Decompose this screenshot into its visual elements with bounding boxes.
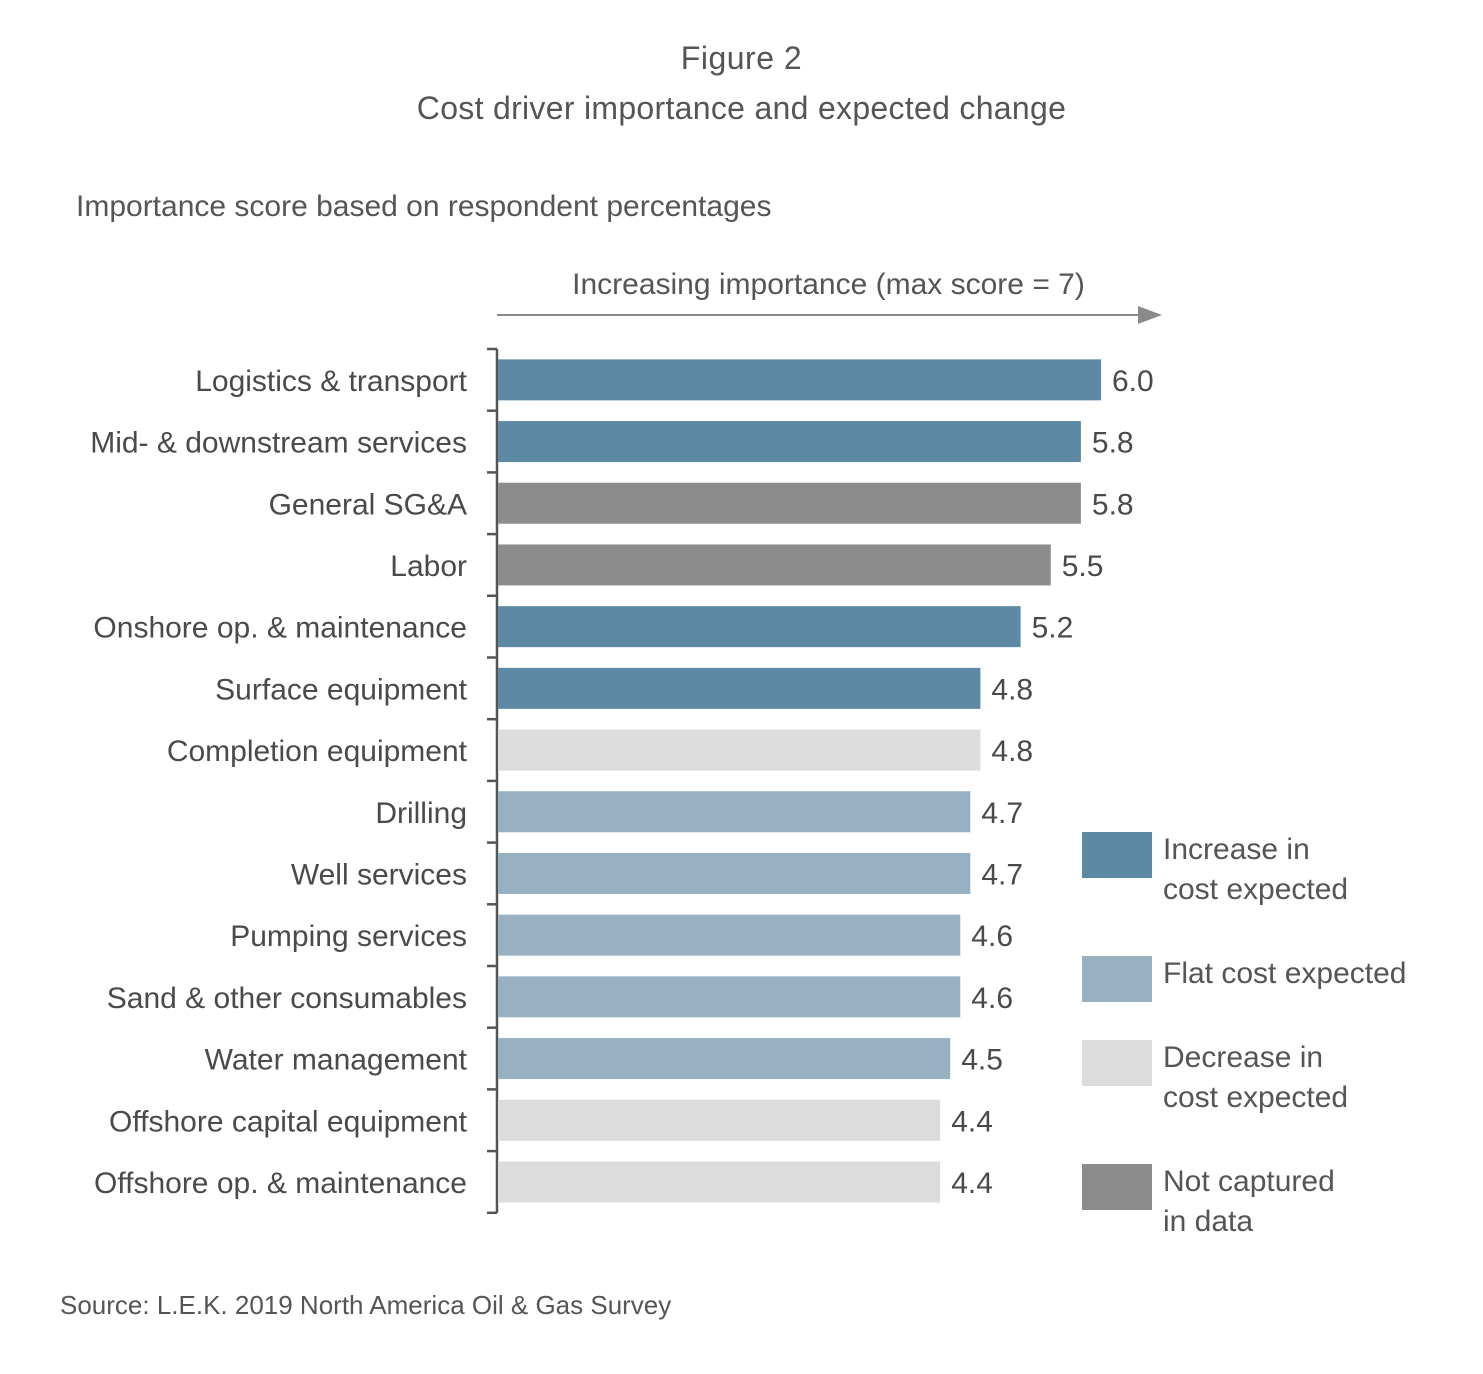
value-label: 5.8 — [1092, 427, 1134, 460]
category-label: Water management — [205, 1044, 468, 1077]
value-label: 4.8 — [991, 735, 1033, 768]
chart-title: Cost driver importance and expected chan… — [416, 90, 1067, 126]
bars-group — [498, 359, 1101, 1203]
value-label: 4.6 — [971, 920, 1013, 953]
bar — [498, 359, 1101, 401]
legend-swatch — [1082, 956, 1152, 1002]
value-label: 5.2 — [1032, 612, 1074, 645]
category-label: Drilling — [375, 797, 467, 830]
bar — [498, 852, 971, 894]
category-label: Pumping services — [230, 920, 467, 953]
value-label: 5.5 — [1062, 550, 1104, 583]
value-label: 4.8 — [991, 673, 1033, 706]
bar — [498, 791, 971, 833]
bar — [498, 421, 1081, 463]
value-label: 4.7 — [981, 858, 1023, 891]
legend-label-line2: in data — [1163, 1205, 1254, 1238]
legend-label-line1: Decrease in — [1163, 1041, 1324, 1074]
bar — [498, 914, 961, 956]
value-label: 4.6 — [971, 982, 1013, 1015]
category-labels-group: Logistics & transport Mid- & downstream s… — [90, 365, 467, 1200]
legend-label-line1: Not captured — [1163, 1165, 1335, 1198]
legend-label: Decrease in cost expected — [1163, 1038, 1348, 1118]
category-label: General SG&A — [269, 488, 467, 521]
bar — [498, 1038, 951, 1080]
category-label: Mid- & downstream services — [90, 427, 467, 460]
legend-swatch — [1082, 832, 1152, 878]
bar — [498, 667, 981, 709]
source-note: Source: L.E.K. 2019 North America Oil & … — [60, 1290, 672, 1320]
bar — [498, 729, 981, 771]
category-label: Onshore op. & maintenance — [93, 612, 467, 645]
category-label: Completion equipment — [167, 735, 468, 768]
bar — [498, 1161, 941, 1203]
bar — [498, 482, 1081, 524]
category-label: Well services — [291, 858, 467, 891]
bar — [498, 976, 961, 1018]
legend-label-line1: Increase in — [1163, 833, 1310, 866]
category-label: Surface equipment — [215, 673, 467, 706]
value-label: 5.8 — [1092, 488, 1134, 521]
category-label: Offshore capital equipment — [109, 1105, 468, 1138]
axis-group: Increasing importance (max score = 7) — [487, 268, 1162, 1215]
legend-label-line2: cost expected — [1163, 1081, 1349, 1114]
value-label: 4.4 — [951, 1167, 993, 1200]
category-label: Sand & other consumables — [107, 982, 467, 1015]
value-label: 4.7 — [981, 797, 1023, 830]
figure-label: Figure 2 — [680, 40, 803, 76]
legend-swatch — [1082, 1164, 1152, 1210]
category-label: Offshore op. & maintenance — [94, 1167, 467, 1200]
category-label: Labor — [390, 550, 467, 583]
legend-label: Not captured in data — [1163, 1162, 1335, 1242]
axis-annotation: Increasing importance (max score = 7) — [572, 268, 1085, 301]
legend-swatch — [1082, 1040, 1152, 1086]
value-label: 4.5 — [961, 1044, 1003, 1077]
value-label: 4.4 — [951, 1105, 993, 1138]
category-label: Logistics & transport — [195, 365, 467, 398]
legend-label: Flat cost expected — [1163, 954, 1406, 994]
value-labels-group: 6.0 5.8 5.8 5.5 5.2 4.8 4.8 4.7 4.7 4.6 4.6 4.5 4.4 4… — [951, 365, 1154, 1200]
bar — [498, 606, 1021, 648]
legend-label-line1: Flat cost expected — [1163, 957, 1407, 990]
bar — [498, 544, 1051, 586]
arrow-head-icon — [1138, 306, 1162, 324]
legend-label: Increase in cost expected — [1163, 830, 1348, 910]
chart-subtitle: Importance score based on respondent per… — [76, 190, 772, 223]
value-label: 6.0 — [1112, 365, 1154, 398]
legend-label-line2: cost expected — [1163, 873, 1349, 906]
bar — [498, 1099, 941, 1141]
